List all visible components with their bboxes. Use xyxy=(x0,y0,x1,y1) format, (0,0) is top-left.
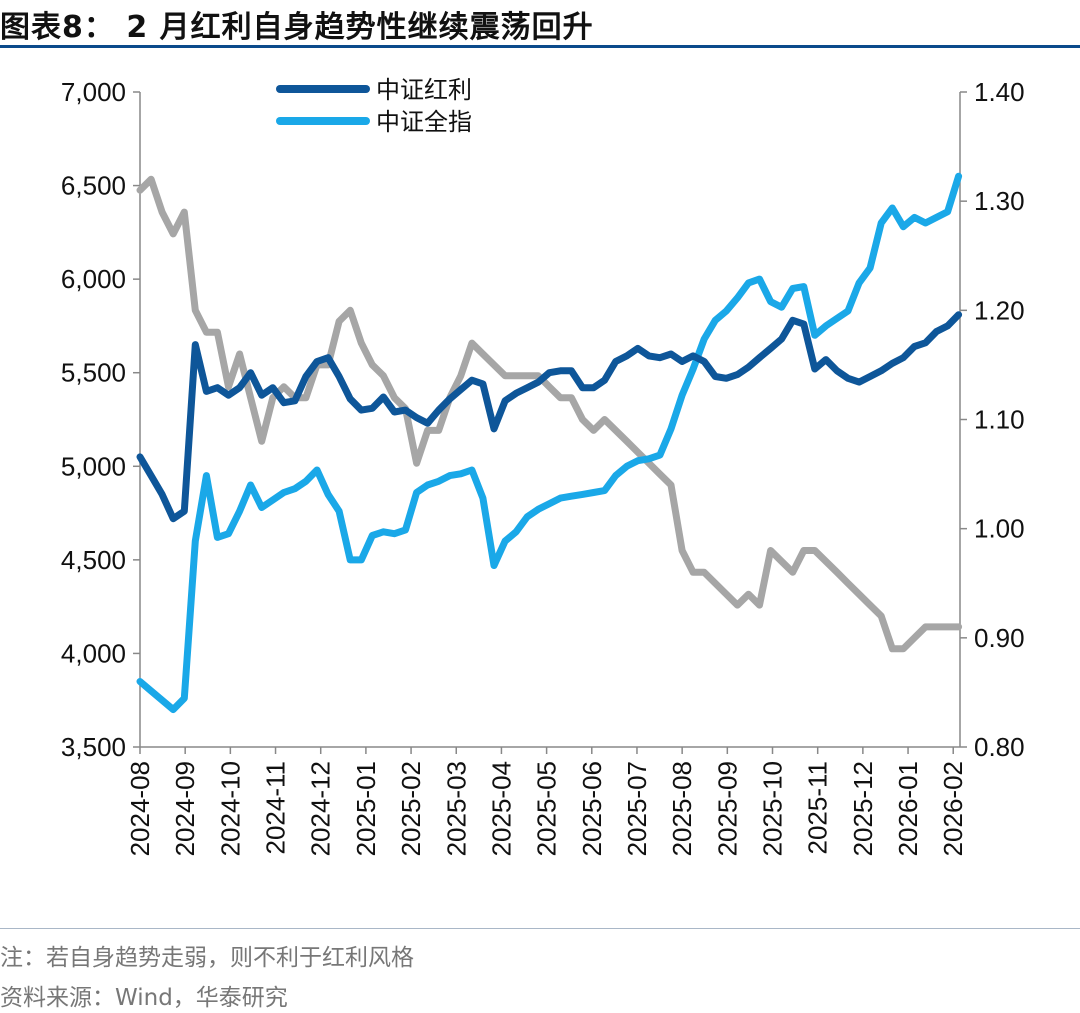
footer-divider xyxy=(0,928,1080,929)
x-tick-label: 2026-01 xyxy=(893,761,923,856)
right-tick-label: 1.20 xyxy=(974,295,1025,325)
x-tick-label: 2025-02 xyxy=(396,761,426,856)
x-tick-label: 2025-05 xyxy=(532,761,562,856)
figure-title: 图表8： 2 月红利自身趋势性继续震荡回升 xyxy=(0,10,594,45)
title-divider xyxy=(0,45,1080,48)
x-tick-label: 2024-11 xyxy=(261,761,291,855)
right-tick-label: 0.90 xyxy=(974,623,1025,653)
right-tick-label: 1.40 xyxy=(974,77,1025,107)
x-tick-label: 2025-07 xyxy=(622,761,652,856)
x-tick-label: 2024-10 xyxy=(215,761,245,856)
x-tick-label: 2025-09 xyxy=(712,761,742,856)
right-tick-label: 1.30 xyxy=(974,186,1025,216)
footnote: 注：若自身趋势走弱，则不利于红利风格 xyxy=(0,945,414,971)
x-tick-label: 2025-12 xyxy=(848,761,878,856)
source-note: 资料来源：Wind，华泰研究 xyxy=(0,985,288,1011)
x-tick-label: 2024-09 xyxy=(170,761,200,856)
x-tick-label: 2026-02 xyxy=(938,761,968,856)
x-tick-label: 2024-12 xyxy=(306,761,336,856)
x-tick-label: 2025-03 xyxy=(441,761,471,856)
x-tick-label: 2025-11 xyxy=(803,761,833,855)
dividend-index-line xyxy=(136,311,963,523)
x-tick-label: 2025-04 xyxy=(486,761,516,856)
left-tick-label: 3,500 xyxy=(61,732,126,762)
x-tick-label: 2025-10 xyxy=(758,761,788,856)
axes: 3,500 4,000 4,500 5,000 5,500 6,000 6,500 7,000… xyxy=(61,77,1025,856)
left-tick-label: 5,500 xyxy=(61,358,126,388)
right-tick-label: 1.00 xyxy=(974,514,1025,544)
x-tick-label: 2024-08 xyxy=(125,761,155,856)
ratio-line xyxy=(136,175,963,653)
line-chart: 3,500 4,000 4,500 5,000 5,500 6,000 6,500 7,000… xyxy=(61,76,1025,856)
allshare-index-line xyxy=(136,172,963,714)
legend: 中证红利 中证全指 xyxy=(276,76,472,136)
plot-lines xyxy=(136,172,963,714)
left-tick-label: 7,000 xyxy=(61,77,126,107)
legend-label-dividend: 中证红利 xyxy=(376,76,472,104)
left-tick-label: 4,500 xyxy=(61,545,126,575)
left-tick-label: 6,000 xyxy=(61,264,126,294)
x-tick-label: 2025-08 xyxy=(667,761,697,856)
legend-label-allshare: 中证全指 xyxy=(376,108,472,136)
left-tick-label: 5,000 xyxy=(61,451,126,481)
x-tick-label: 2025-06 xyxy=(577,761,607,856)
left-tick-label: 6,500 xyxy=(61,171,126,201)
x-tick-label: 2025-01 xyxy=(351,761,381,856)
left-tick-label: 4,000 xyxy=(61,638,126,668)
right-tick-label: 0.80 xyxy=(974,732,1025,762)
right-tick-label: 1.10 xyxy=(974,405,1025,435)
